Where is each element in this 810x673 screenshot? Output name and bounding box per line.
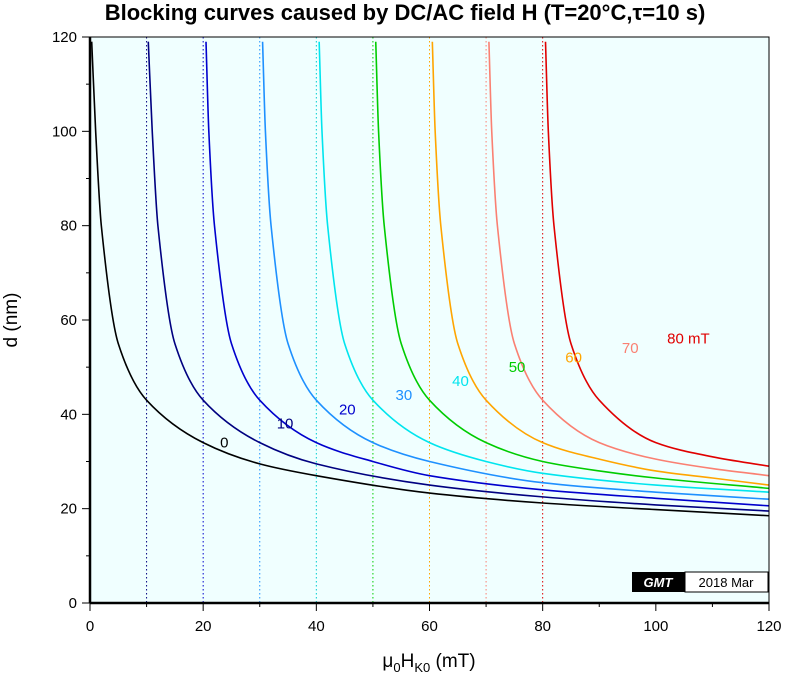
xlabel-sub-k0: K0 [414,660,430,673]
x-tick-label-40: 40 [308,618,325,635]
curve-label-60: 60 [565,349,582,366]
y-axis-label: d (nm) [1,293,22,348]
y-tick-label-120: 120 [52,29,77,46]
curve-label-70: 70 [622,340,639,357]
curve-50-mT [374,41,769,490]
gmt-date-box [684,571,769,593]
curve-20-mT [205,41,769,507]
title-part-1: Blocking curves caused by DC/AC field H … [105,0,633,25]
xlabel-h: H [401,651,415,672]
curve-label-0: 0 [220,434,228,451]
title-part-2: =10 s) [642,0,705,25]
xlabel-mu: μ [382,651,393,672]
curve-80-mT [544,41,769,468]
curve-10-mT [147,41,769,512]
y-tick-label-20: 20 [60,501,77,518]
y-tick-label-0: 0 [69,595,77,612]
xlabel-unit: (mT) [430,651,475,672]
x-tick-label-100: 100 [643,618,668,635]
gmt-date: 2018 Mar [699,575,755,590]
plot-background [90,37,769,603]
curve-label-50: 50 [509,359,526,376]
gmt-logo: GMT [644,575,674,590]
curve-40-mT [318,41,769,493]
y-tick-label-40: 40 [60,406,77,423]
y-tick-label-80: 80 [60,218,77,235]
curve-label-30: 30 [396,387,413,404]
y-tick-label-60: 60 [60,312,77,329]
xlabel-sub-0: 0 [393,660,400,673]
title-tau: τ [632,0,642,25]
gmt-badge: GMT 2018 Mar [632,571,769,593]
chart-title: Blocking curves caused by DC/AC field H … [105,0,706,25]
curve-70-mT [488,41,769,477]
gmt-logo-box [632,572,685,592]
y-tick-label-100: 100 [52,123,77,140]
curve-30-mT [261,41,769,501]
curve-label-20: 20 [339,401,356,418]
x-tick-label-120: 120 [756,618,781,635]
curve-label-40: 40 [452,373,469,390]
curve-label-10: 10 [277,415,294,432]
x-tick-label-0: 0 [86,618,94,635]
curve-60-mT [431,41,769,486]
curve-label-80: 80 mT [667,331,710,348]
blocking-curves [90,41,769,517]
curve-labels: 0 10 20 30 40 50 60 70 80 mT [220,331,710,452]
x-tick-label-20: 20 [195,618,212,635]
curve-0-mT [90,41,769,517]
x-axis-label: μ0HK0 (mT) [382,651,475,673]
x-tick-label-80: 80 [534,618,551,635]
x-tick-label-60: 60 [421,618,438,635]
